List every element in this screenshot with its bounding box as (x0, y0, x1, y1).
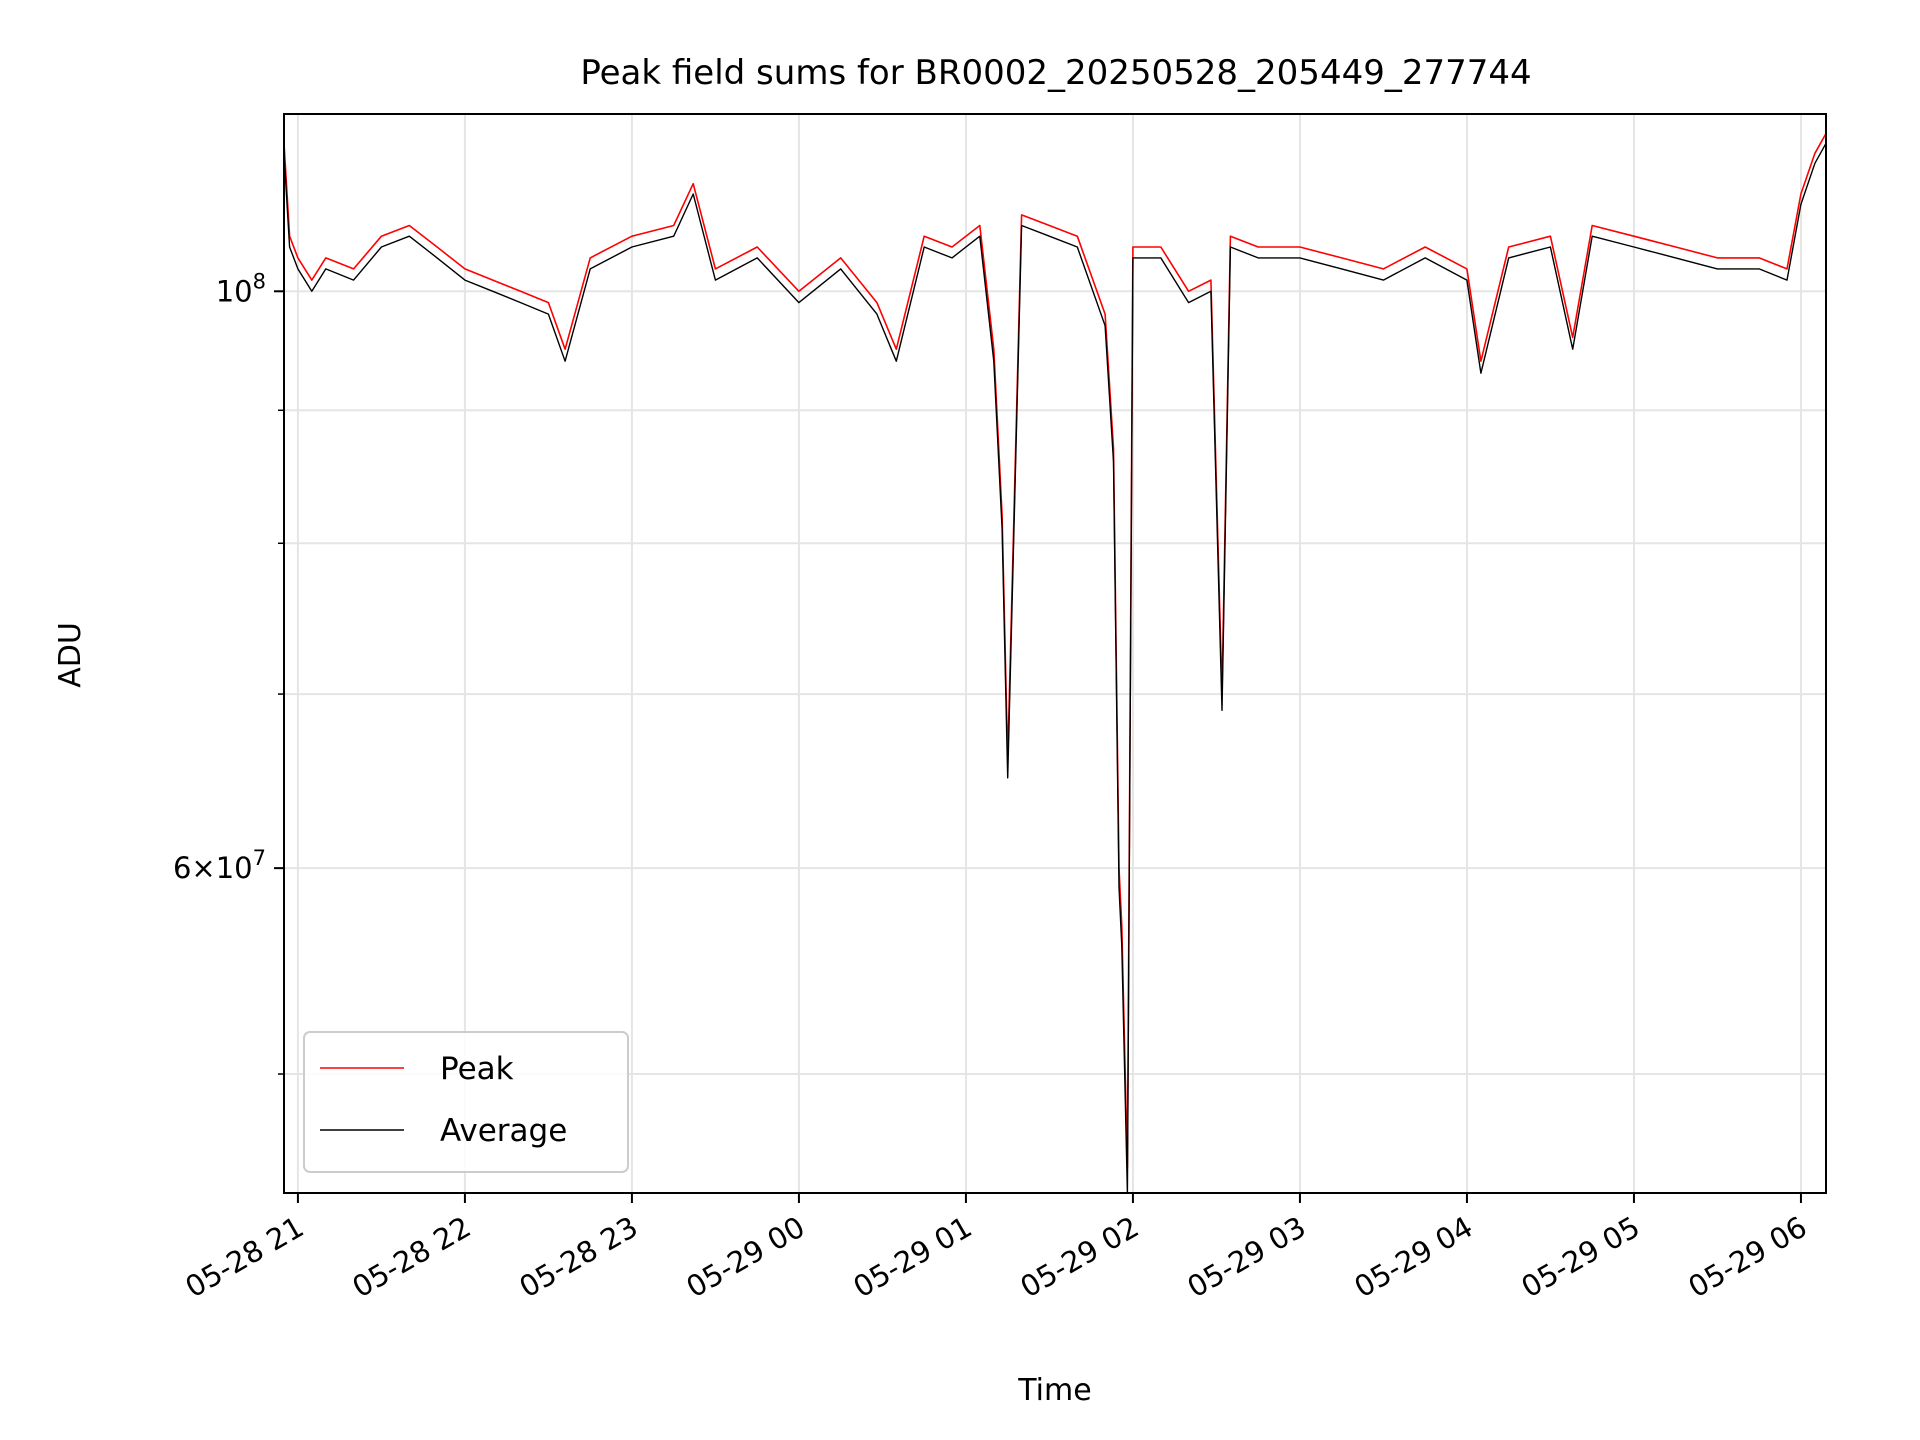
y-axis-ticks: 108 6×107 (173, 269, 284, 1075)
series-peak-line (283, 133, 1827, 1169)
plot-series (283, 133, 1827, 1194)
chart-title: Peak field sums for BR0002_20250528_2054… (580, 53, 1531, 93)
legend-box (303, 1031, 629, 1173)
legend-label-average: Average (440, 1113, 567, 1149)
plot-frame (283, 113, 1827, 1194)
legend-label-peak: Peak (440, 1051, 514, 1087)
legend: Peak Average (303, 1031, 629, 1173)
y-tick-label: 6×107 (173, 846, 266, 885)
gridlines (284, 114, 1826, 1193)
series-average-line (283, 142, 1827, 1194)
y-axis-label: ADU (53, 622, 88, 688)
y-tick-label: 108 (216, 269, 266, 308)
x-axis-label: Time (1017, 1373, 1091, 1408)
